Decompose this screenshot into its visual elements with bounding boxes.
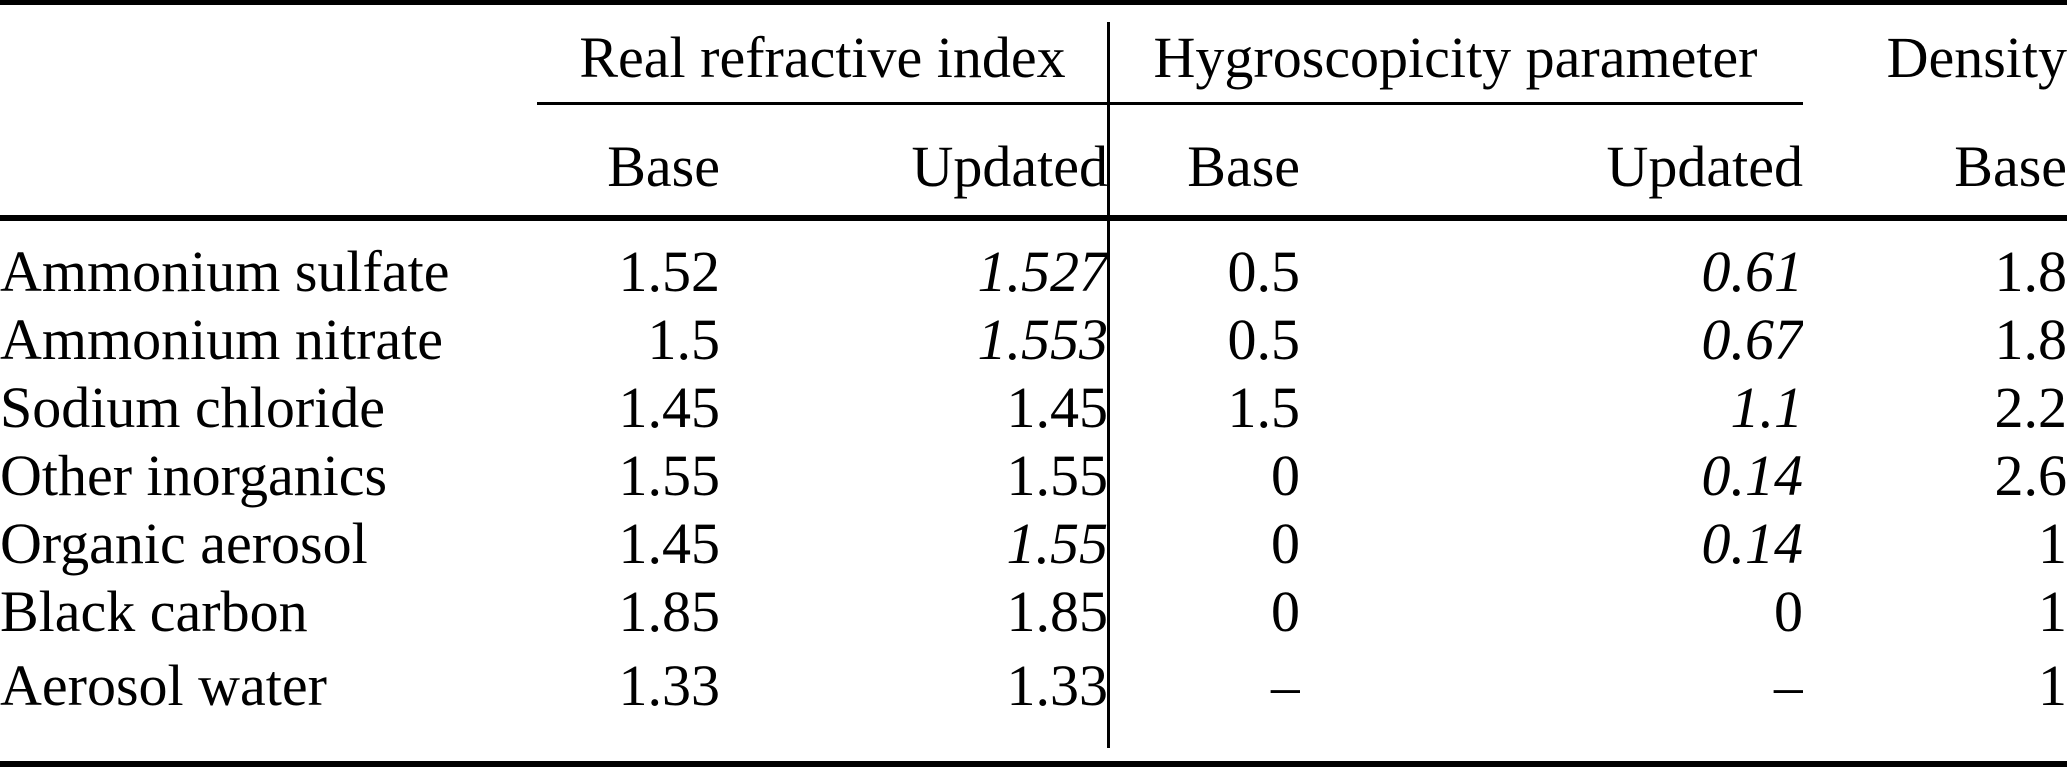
table-row: Sodium chloride 1.45 1.45 1.5 1.1 2.2 <box>0 374 2067 442</box>
empty-corner-cell <box>0 105 537 221</box>
kappa-updated-value: 0 <box>1774 579 1804 644</box>
group-header-density: Density <box>1886 24 2067 90</box>
kappa-updated-value: 0.14 <box>1701 443 1804 508</box>
density-base-value: 1 <box>2038 579 2067 644</box>
ri-base-value: 1.52 <box>618 239 721 304</box>
ri-base-value: 1.55 <box>618 443 721 508</box>
ri-updated-value: 1.55 <box>1006 511 1109 576</box>
kappa-base-value: 1.5 <box>1227 375 1301 440</box>
ri-base-value: 1.85 <box>618 579 721 644</box>
ri-updated-value: 1.527 <box>977 239 1109 304</box>
kappa-base-value: 0.5 <box>1227 239 1301 304</box>
density-base-value: 1 <box>2038 511 2067 576</box>
table-row: Ammonium sulfate 1.52 1.527 0.5 0.61 1.8 <box>0 221 2067 306</box>
kappa-updated-value: 0.67 <box>1701 307 1804 372</box>
kappa-base-value: 0 <box>1271 511 1301 576</box>
row-label: Ammonium nitrate <box>0 307 443 372</box>
row-label: Aerosol water <box>0 652 327 718</box>
group-header-hygroscopicity-parameter: Hygroscopicity parameter <box>1153 24 1758 90</box>
table-row: Black carbon 1.85 1.85 0 0 1 <box>0 578 2067 646</box>
density-base-value: 2.6 <box>1994 443 2067 508</box>
kappa-base-value: – <box>1271 652 1301 718</box>
row-label: Black carbon <box>0 579 308 644</box>
group-header-underline-rule <box>537 102 1803 105</box>
ri-updated-value: 1.85 <box>1006 579 1109 644</box>
column-header-ri-base: Base <box>607 134 720 199</box>
top-rule <box>0 0 2067 5</box>
row-label: Other inorganics <box>0 443 388 508</box>
table-row: Organic aerosol 1.45 1.55 0 0.14 1 <box>0 510 2067 578</box>
kappa-base-value: 0 <box>1271 579 1301 644</box>
table-row: Aerosol water 1.33 1.33 – – 1 <box>0 646 2067 771</box>
column-header-kappa-updated: Updated <box>1606 134 1804 199</box>
group-header-real-refractive-index: Real refractive index <box>579 24 1066 90</box>
ri-base-value: 1.33 <box>618 652 721 718</box>
density-base-value: 1.8 <box>1994 307 2067 372</box>
table-row: Ammonium nitrate 1.5 1.553 0.5 0.67 1.8 <box>0 306 2067 374</box>
density-base-value: 2.2 <box>1994 375 2067 440</box>
column-header-ri-updated: Updated <box>911 134 1109 199</box>
column-header-kappa-base: Base <box>1187 134 1301 199</box>
sub-header-row: Base Updated Base Updated Base <box>0 105 2067 221</box>
column-header-density-base: Base <box>1954 134 2067 199</box>
bottom-rule <box>0 761 2067 767</box>
kappa-updated-value: 0.61 <box>1701 239 1804 304</box>
density-base-value: 1.8 <box>1994 239 2067 304</box>
kappa-base-value: 0.5 <box>1227 307 1301 372</box>
column-divider-line <box>1107 22 1110 748</box>
row-label: Sodium chloride <box>0 375 386 440</box>
header-separator-rule <box>0 215 2067 221</box>
ri-base-value: 1.45 <box>618 375 721 440</box>
empty-corner-cell <box>0 0 537 105</box>
row-label: Organic aerosol <box>0 511 368 576</box>
ri-updated-value: 1.553 <box>977 307 1109 372</box>
ri-updated-value: 1.33 <box>1006 652 1109 718</box>
table-row: Other inorganics 1.55 1.55 0 0.14 2.6 <box>0 442 2067 510</box>
ri-base-value: 1.5 <box>647 307 721 372</box>
row-label: Ammonium sulfate <box>0 239 450 304</box>
ri-updated-value: 1.45 <box>1006 375 1109 440</box>
ri-base-value: 1.45 <box>618 511 721 576</box>
kappa-updated-value: 0.14 <box>1701 511 1804 576</box>
group-header-row: Real refractive index Hygroscopicity par… <box>0 0 2067 105</box>
density-base-value: 1 <box>2038 652 2067 718</box>
kappa-base-value: 0 <box>1271 443 1301 508</box>
ri-updated-value: 1.55 <box>1006 443 1109 508</box>
kappa-updated-value: – <box>1774 652 1804 718</box>
kappa-updated-value: 1.1 <box>1730 375 1804 440</box>
